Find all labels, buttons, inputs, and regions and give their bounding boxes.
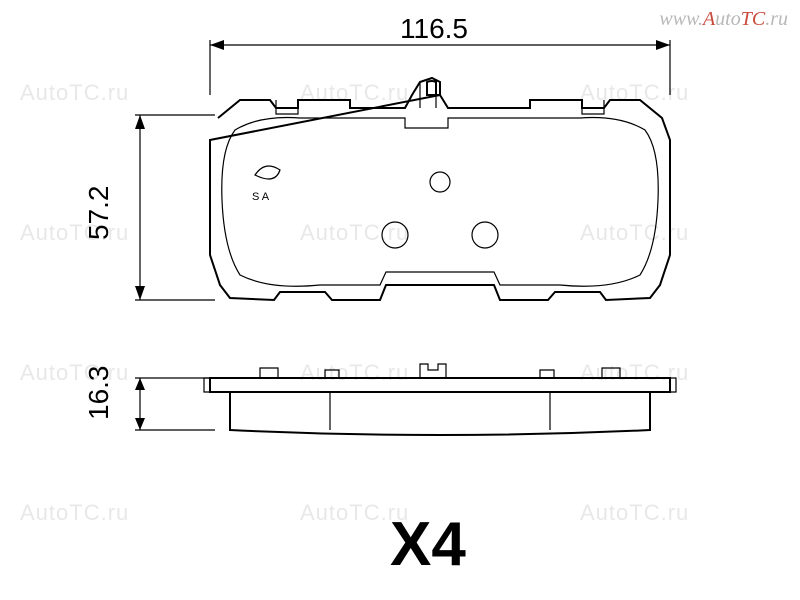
svg-text:S A: S A — [252, 191, 270, 203]
quantity-label: X4 — [390, 510, 466, 579]
technical-drawing: 116.5 57.2 16.3 S A — [0, 0, 800, 600]
dim-width-label: 116.5 — [400, 13, 468, 44]
dim-height-label: 57.2 — [83, 186, 114, 241]
dim-height: 57.2 — [83, 115, 215, 300]
dim-thickness-label: 16.3 — [83, 366, 114, 421]
pad-side-view — [204, 364, 676, 435]
dim-thickness: 16.3 — [83, 366, 215, 431]
drawing-canvas: { "watermark": { "text": "AutoTC.ru", "c… — [0, 0, 800, 600]
pad-front-view: S A — [210, 78, 670, 300]
